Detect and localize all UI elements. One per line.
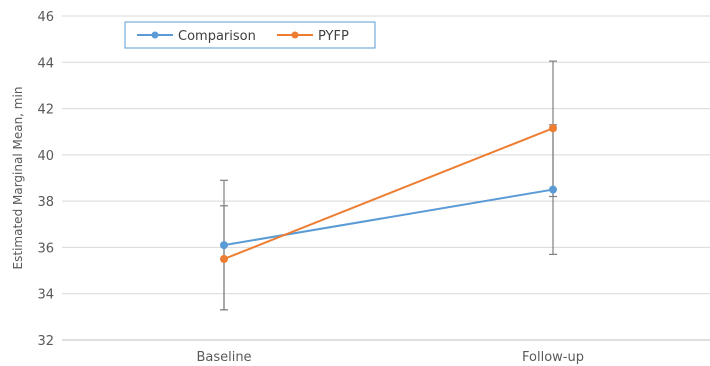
series-lines [220,124,557,263]
y-tick-label: 34 [37,288,54,303]
error-bars [220,60,557,311]
y-tick-label: 44 [37,56,54,71]
series-line-comparison [223,188,554,247]
y-axis-label: Estimated Marginal Mean, min [11,87,25,270]
y-tick-label: 46 [37,10,54,25]
legend-label: PYFP [318,29,349,44]
y-tick-label: 38 [37,195,54,210]
data-point-pyfp [549,124,557,133]
legend-swatch-marker [291,31,299,39]
x-tick-label: Baseline [196,350,251,365]
data-point-comparison [549,185,557,194]
legend-swatch-marker [151,31,159,39]
y-tick-label: 32 [37,334,54,349]
x-tick-label: Follow-up [522,350,584,365]
y-tick-label: 36 [37,241,54,256]
data-point-pyfp [220,255,228,263]
series-line-pyfp [223,127,554,260]
y-axis-ticks: 32 34 36 38 40 42 44 46 [37,10,54,349]
y-tick-label: 40 [37,149,54,164]
x-axis-ticks: Baseline Follow-up [196,350,584,365]
legend: Comparison PYFP [124,21,376,49]
data-point-comparison [220,241,228,250]
gridlines [62,15,710,341]
legend-label: Comparison [178,29,256,44]
y-tick-label: 42 [37,103,54,118]
